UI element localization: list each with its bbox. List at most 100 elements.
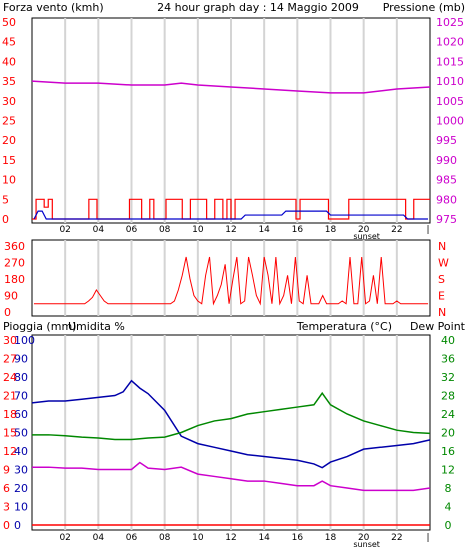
temperature-humidity-panel: 0102030405060708090100036912151821242730… [3, 334, 455, 549]
wind-pressure-panel: 0510152025303540455097598098599099510001… [2, 16, 464, 241]
wind-y-tick-label: 0 [2, 213, 9, 226]
wind-y-tick-label: 45 [2, 36, 16, 49]
humidity-y-tick-label: 70 [14, 390, 28, 403]
humidity-axis-label: Umidita % [68, 320, 125, 333]
wind-y-tick-label: 25 [2, 115, 16, 128]
pressure-y-tick-label: 1005 [436, 95, 464, 108]
temperature-axis-label: Temperatura (°C) [296, 320, 392, 333]
x-tick-label: 16 [292, 225, 304, 235]
rain-axis-label: Pioggia (mm) [3, 320, 76, 333]
rain-y-tick-label: 12 [3, 445, 17, 458]
humidity-y-tick-label: 60 [14, 408, 28, 421]
dewpoint-axis-label: Dew Point [410, 320, 466, 333]
x-tick-label: 22 [391, 533, 402, 543]
x-tick-label: | [426, 533, 429, 543]
temperature-y-tick-label: 8 [445, 482, 452, 495]
direction-compass-label: E [438, 290, 445, 303]
wind-gust-series [32, 198, 430, 220]
rain-y-tick-label: 30 [3, 334, 17, 347]
wind-avg-series [33, 210, 428, 220]
wind-y-tick-label: 15 [2, 154, 16, 167]
pressure-y-tick-label: 995 [436, 134, 457, 147]
x-tick-label: 06 [126, 225, 138, 235]
rain-y-tick-label: 21 [3, 390, 17, 403]
rain-y-tick-label: 0 [3, 519, 10, 532]
x-tick-label: | [426, 225, 429, 235]
pressure-y-tick-label: 1015 [436, 55, 464, 68]
pressure-y-tick-label: 985 [436, 174, 457, 187]
x-tick-label: 02 [59, 225, 70, 235]
wind-axis-label: Forza vento (kmh) [3, 1, 104, 14]
humidity-y-tick-label: 10 [14, 501, 28, 514]
rain-y-tick-label: 27 [3, 353, 17, 366]
sunset-label: sunset [353, 232, 380, 241]
temperature-y-tick-label: 0 [445, 519, 452, 532]
x-tick-label: 20 [358, 225, 370, 235]
direction-y-tick-label: 180 [4, 273, 25, 286]
rain-y-tick-label: 3 [3, 501, 10, 514]
wind-y-tick-label: 10 [2, 174, 16, 187]
humidity-y-tick-label: 30 [14, 464, 28, 477]
x-tick-label: 08 [159, 225, 171, 235]
wind-y-tick-label: 30 [2, 95, 16, 108]
page-title: 24 hour graph day : 14 Maggio 2009 [157, 1, 359, 14]
x-tick-label: 22 [391, 225, 402, 235]
temperature-y-tick-label: 4 [445, 501, 452, 514]
rain-y-tick-label: 6 [3, 482, 10, 495]
direction-compass-label: W [438, 257, 449, 270]
pressure-y-tick-label: 975 [436, 213, 457, 226]
pressure-axis-label: Pressione (mb) [383, 1, 465, 14]
direction-y-tick-label: 360 [4, 240, 25, 253]
pressure-y-tick-label: 1010 [436, 75, 464, 88]
x-tick-label: 02 [59, 533, 70, 543]
pressure-y-tick-label: 980 [436, 193, 457, 206]
x-tick-label: 08 [159, 533, 171, 543]
x-tick-label: 04 [93, 225, 105, 235]
wind-y-tick-label: 20 [2, 134, 16, 147]
x-tick-label: 18 [325, 225, 337, 235]
pressure-y-tick-label: 1025 [436, 16, 464, 29]
direction-compass-label: S [438, 273, 445, 286]
x-tick-label: 06 [126, 533, 138, 543]
humidity-y-tick-label: 40 [14, 445, 28, 458]
direction-y-tick-label: 90 [4, 290, 18, 303]
humidity-y-tick-label: 50 [14, 427, 28, 440]
x-tick-label: 12 [225, 533, 236, 543]
wind-y-tick-label: 40 [2, 55, 16, 68]
direction-compass-label: N [438, 306, 446, 319]
sunset-label: sunset [353, 540, 380, 549]
rain-y-tick-label: 24 [3, 371, 17, 384]
rain-y-tick-label: 15 [3, 427, 17, 440]
pressure-y-tick-label: 990 [436, 154, 457, 167]
temperature-y-tick-label: 20 [441, 427, 455, 440]
pressure-series [31, 80, 431, 94]
x-tick-label: 10 [192, 225, 204, 235]
pressure-y-tick-label: 1020 [436, 36, 464, 49]
x-tick-label: 14 [258, 533, 270, 543]
humidity-y-tick-label: 80 [14, 371, 28, 384]
wind-y-tick-label: 50 [2, 16, 16, 29]
x-tick-label: 12 [225, 225, 236, 235]
x-tick-label: 10 [192, 533, 204, 543]
temperature-y-tick-label: 32 [441, 371, 455, 384]
wind-y-tick-label: 35 [2, 75, 16, 88]
humidity-y-tick-label: 20 [14, 482, 28, 495]
rain-y-tick-label: 9 [3, 464, 10, 477]
dewpoint-series [32, 461, 431, 492]
direction-y-tick-label: 270 [4, 257, 25, 270]
x-tick-label: 20 [358, 533, 370, 543]
humidity-y-tick-label: 0 [14, 519, 21, 532]
temperature-y-tick-label: 36 [441, 353, 455, 366]
direction-series [33, 256, 429, 306]
temperature-y-tick-label: 12 [441, 464, 455, 477]
rain-y-tick-label: 18 [3, 408, 17, 421]
x-tick-label: 16 [292, 533, 304, 543]
direction-y-tick-label: 0 [4, 306, 11, 319]
humidity-series [31, 379, 431, 469]
humidity-y-tick-label: 100 [14, 334, 35, 347]
humidity-y-tick-label: 90 [14, 353, 28, 366]
direction-compass-label: N [438, 240, 446, 253]
temperature-y-tick-label: 40 [441, 334, 455, 347]
